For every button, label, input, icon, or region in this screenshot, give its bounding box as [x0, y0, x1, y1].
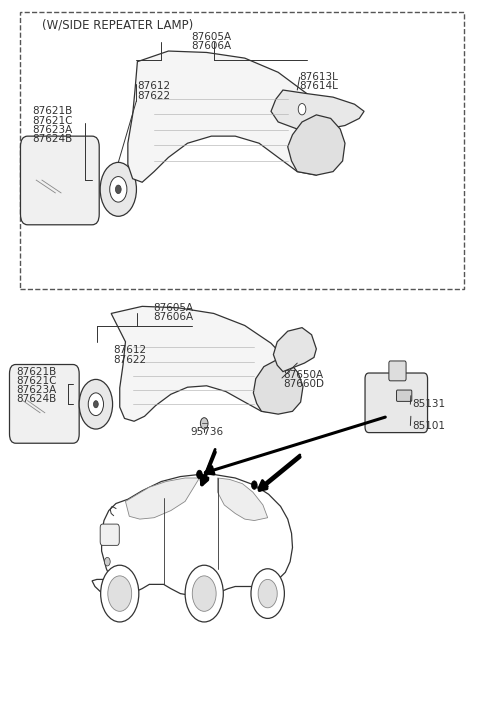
Text: 87623A: 87623A	[17, 385, 57, 395]
Text: 87605A: 87605A	[192, 32, 231, 42]
Circle shape	[110, 177, 127, 202]
FancyBboxPatch shape	[396, 390, 412, 402]
Polygon shape	[253, 360, 303, 414]
Polygon shape	[92, 474, 292, 596]
Text: 87606A: 87606A	[192, 41, 231, 51]
Text: 87660D: 87660D	[283, 379, 324, 389]
FancyBboxPatch shape	[100, 524, 119, 545]
Text: 87650A: 87650A	[283, 370, 323, 380]
Text: 87624B: 87624B	[33, 134, 72, 144]
FancyBboxPatch shape	[365, 373, 428, 433]
Circle shape	[94, 401, 98, 408]
Polygon shape	[217, 478, 268, 520]
Circle shape	[251, 569, 284, 619]
Circle shape	[116, 185, 121, 194]
Circle shape	[185, 565, 223, 622]
Circle shape	[298, 103, 306, 115]
Text: 87621C: 87621C	[17, 376, 57, 386]
Circle shape	[105, 557, 110, 566]
Polygon shape	[274, 328, 316, 372]
Text: 87623A: 87623A	[33, 125, 72, 135]
Text: 87624B: 87624B	[17, 394, 57, 404]
FancyBboxPatch shape	[10, 365, 79, 444]
Circle shape	[200, 418, 208, 429]
Circle shape	[79, 379, 113, 429]
Circle shape	[108, 576, 132, 612]
Polygon shape	[288, 115, 345, 175]
Circle shape	[258, 580, 277, 608]
Text: 87621C: 87621C	[33, 115, 73, 125]
Text: 87606A: 87606A	[153, 312, 193, 322]
Polygon shape	[111, 306, 295, 422]
FancyBboxPatch shape	[21, 136, 99, 225]
Text: 95736: 95736	[190, 427, 223, 437]
Text: 87614L: 87614L	[300, 81, 338, 92]
Circle shape	[192, 576, 216, 612]
FancyBboxPatch shape	[389, 361, 406, 381]
Circle shape	[101, 565, 139, 622]
Circle shape	[197, 470, 202, 478]
Circle shape	[252, 481, 257, 489]
Text: 87605A: 87605A	[153, 303, 193, 313]
Polygon shape	[128, 51, 336, 182]
Text: 87612: 87612	[137, 81, 170, 92]
Text: (W/SIDE REPEATER LAMP): (W/SIDE REPEATER LAMP)	[42, 19, 193, 31]
Text: 87621B: 87621B	[17, 367, 57, 377]
Text: 85101: 85101	[412, 421, 445, 431]
Text: 87622: 87622	[137, 90, 170, 100]
Text: 87621B: 87621B	[33, 106, 72, 116]
Polygon shape	[125, 478, 199, 519]
Text: 87612: 87612	[114, 345, 147, 355]
Text: 87622: 87622	[114, 355, 147, 365]
Text: 87613L: 87613L	[300, 73, 338, 83]
Circle shape	[100, 162, 136, 216]
Text: 85131: 85131	[412, 399, 445, 409]
Polygon shape	[271, 90, 364, 129]
Circle shape	[88, 393, 104, 416]
